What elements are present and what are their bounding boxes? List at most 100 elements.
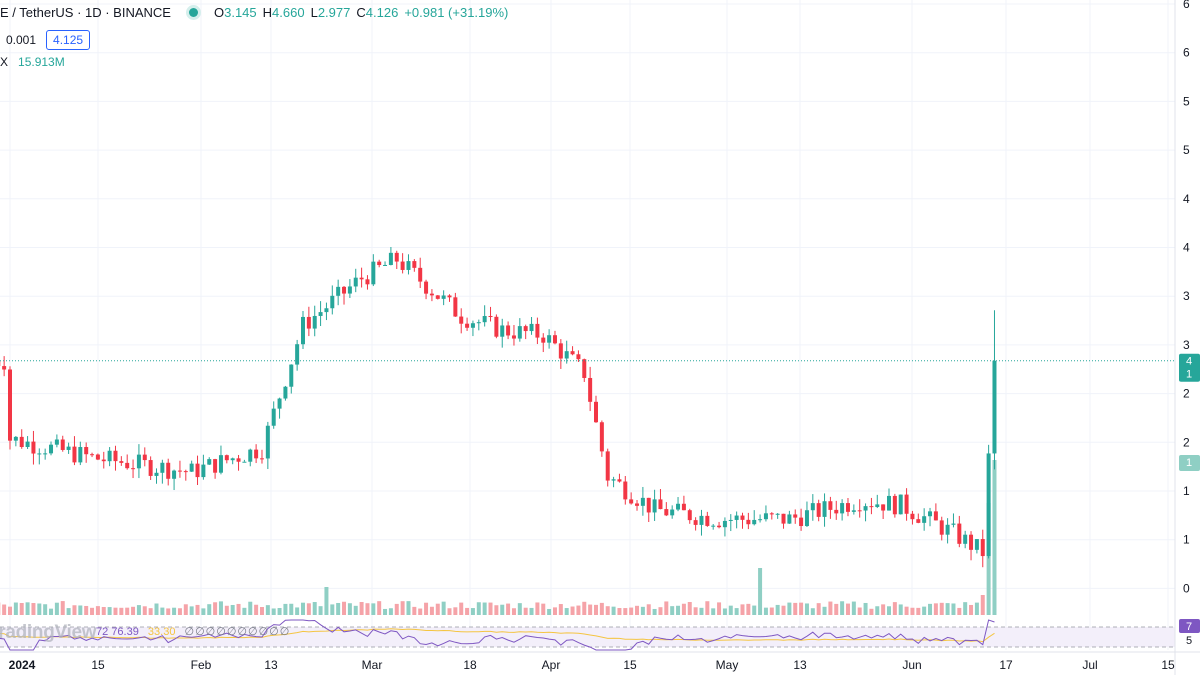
candle-body [435, 295, 440, 299]
candle-body [957, 523, 962, 544]
y-axis-label: 6 [1183, 46, 1190, 60]
candle-body [453, 297, 458, 317]
volume-bar [453, 607, 458, 615]
volume-bar [265, 605, 270, 615]
volume-bar [529, 607, 534, 615]
rsi-pane [0, 619, 1175, 651]
candle-body [670, 509, 675, 516]
volume-bar [687, 602, 692, 615]
volume-bar [107, 607, 112, 615]
candle-body [418, 267, 423, 282]
candle-body [72, 446, 77, 463]
volume-bar [371, 603, 376, 615]
candle-body [857, 510, 862, 512]
volume-bar [676, 605, 681, 615]
x-axis-label: May [716, 658, 739, 672]
volume-bar [898, 604, 903, 615]
candle-body [547, 335, 552, 343]
candle-body [605, 451, 610, 481]
volume-bar [957, 607, 962, 615]
volume-bar [13, 602, 18, 615]
candle-body [945, 524, 950, 535]
candle-body [189, 463, 194, 472]
candle-body [635, 503, 640, 506]
y-axis-label: 1 [1183, 533, 1190, 547]
candle-body [828, 501, 833, 510]
candle-body [552, 335, 557, 344]
candle-body [693, 520, 698, 525]
candle-body [840, 503, 845, 514]
candle-body [881, 504, 886, 511]
candle-body [787, 514, 792, 524]
candle-body [336, 286, 341, 296]
candle-body [166, 462, 171, 479]
x-axis-label: Mar [362, 658, 383, 672]
candle-body [594, 401, 598, 423]
volume-bar [845, 603, 850, 615]
volume-bar [511, 608, 516, 615]
candle-body [318, 312, 323, 316]
candle-body [558, 343, 563, 359]
candle-body [459, 316, 464, 324]
rsi-flag-text: 7 [1186, 621, 1192, 633]
candle-body [910, 513, 915, 520]
volume-bar [394, 603, 399, 615]
close-label: C [356, 5, 366, 20]
rsi-ma-line [0, 628, 995, 643]
candle-body [740, 515, 745, 520]
candle-body [342, 286, 347, 294]
candle-body [676, 503, 681, 510]
candle-body [60, 439, 65, 450]
candle-body [66, 446, 71, 450]
market-status-icon[interactable] [188, 8, 198, 17]
volume-bar [910, 607, 915, 615]
volume-bar [201, 608, 206, 615]
volume-bar [670, 606, 675, 615]
candle-body [658, 499, 663, 510]
candle-body [476, 322, 481, 324]
candle-body [2, 366, 7, 370]
volume-bar [488, 602, 493, 615]
y-axis-label: 3 [1183, 338, 1190, 352]
rsi-axis-label: 5 [1186, 635, 1192, 647]
volume-bar [236, 603, 241, 615]
y-axis-label: 6 [1183, 0, 1190, 11]
rsi-background [0, 627, 1175, 647]
candle-body [54, 439, 59, 445]
volume-bar [863, 602, 868, 615]
volume-bar [810, 608, 815, 615]
volume-label: X [0, 55, 9, 69]
rsi-value-b: 76.39 [111, 626, 139, 638]
candle-body [933, 511, 938, 521]
candle-body [775, 513, 780, 515]
volume-bar [230, 604, 235, 615]
volume-bar [629, 607, 634, 615]
candle-body [254, 449, 259, 459]
candle-body [804, 510, 809, 527]
low-value: 2.977 [317, 5, 351, 20]
volume-bar [494, 605, 499, 615]
volume-bar [213, 602, 218, 615]
volume-bar [816, 603, 821, 615]
symbol-title[interactable]: E / TetherUS · 1D · BINANCE [0, 5, 171, 20]
volume-bar [564, 608, 569, 615]
candle-body [705, 515, 710, 526]
volume-bar [72, 605, 77, 615]
volume-bar [476, 602, 481, 615]
candle-body [898, 494, 903, 515]
candle-body [154, 472, 159, 476]
volume-bar [652, 608, 657, 615]
volume-bar [101, 606, 106, 615]
candle-body [289, 364, 294, 387]
candle-body [629, 499, 634, 504]
candle-body [517, 326, 522, 339]
candle-body [928, 511, 933, 517]
x-axis-label: 17 [999, 658, 1013, 672]
candle-body [347, 286, 352, 294]
candle-body [447, 295, 452, 298]
candle-body [177, 470, 182, 472]
candle-body [312, 315, 317, 329]
current-price-box[interactable]: 4.125 [46, 30, 91, 50]
